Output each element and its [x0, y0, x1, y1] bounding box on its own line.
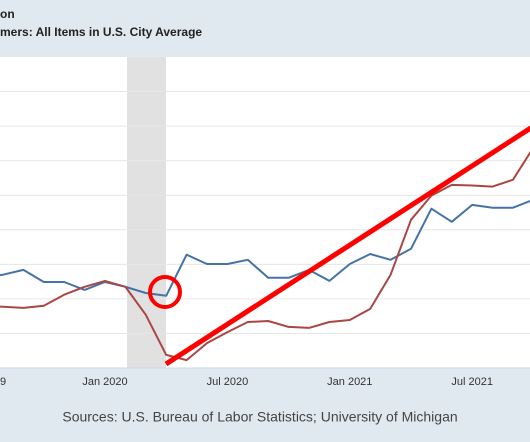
plot-area — [0, 57, 530, 368]
x-tick-label: 9 — [0, 376, 6, 388]
annotation-trend-line — [164, 125, 530, 367]
series-line — [0, 150, 530, 362]
annotation-circle — [148, 275, 182, 309]
source-note: Sources: U.S. Bureau of Labor Statistics… — [62, 409, 457, 425]
series-line — [0, 199, 530, 297]
x-tick-label: Jul 2020 — [207, 376, 249, 388]
chart-subtitle: mers: All Items in U.S. City Average — [0, 25, 202, 39]
x-tick-label: Jan 2020 — [82, 376, 127, 388]
x-tick-label: Jul 2021 — [451, 376, 493, 388]
x-tick-label: Jan 2021 — [327, 376, 372, 388]
chart-title: on — [0, 7, 15, 21]
recession-shade — [127, 57, 166, 368]
